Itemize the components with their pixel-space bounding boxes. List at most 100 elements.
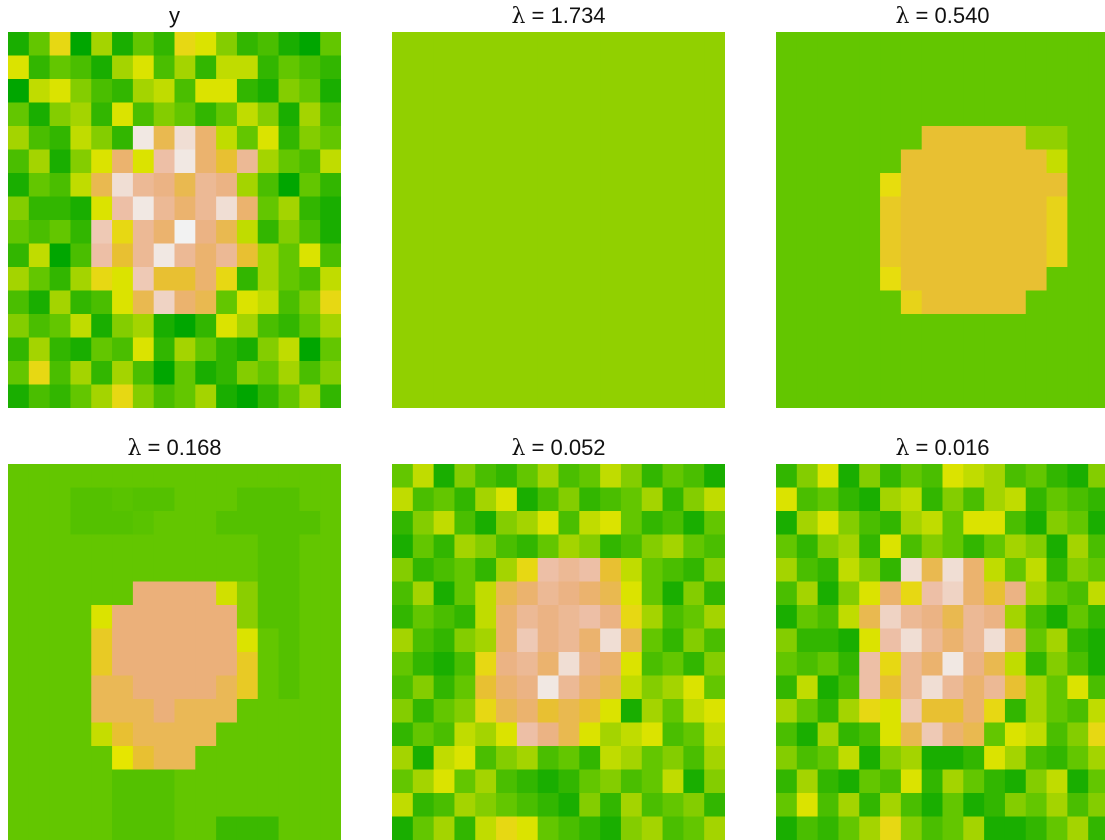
- heatmap-cell: [1026, 723, 1047, 747]
- heatmap-cell: [663, 770, 684, 794]
- heatmap-cell: [237, 511, 258, 535]
- heatmap-cell: [579, 79, 600, 103]
- heatmap-cell: [943, 314, 964, 338]
- heatmap-cell: [1005, 511, 1026, 535]
- heatmap-cell: [621, 629, 642, 653]
- heatmap-cell: [320, 699, 341, 723]
- heatmap-cell: [237, 385, 258, 409]
- heatmap-cell: [258, 535, 279, 559]
- heatmap-cell: [559, 79, 580, 103]
- heatmap-cell: [413, 535, 434, 559]
- heatmap-cell: [838, 220, 859, 244]
- heatmap-cell: [70, 629, 91, 653]
- heatmap-cell: [642, 103, 663, 127]
- heatmap-cell: [279, 511, 300, 535]
- heatmap-cell: [538, 699, 559, 723]
- heatmap-cell: [922, 361, 943, 385]
- heatmap: [8, 464, 341, 840]
- heatmap-cell: [258, 361, 279, 385]
- heatmap-cell: [818, 126, 839, 150]
- heatmap-cell: [392, 267, 413, 291]
- panel-title: λ = 0.016: [776, 436, 1105, 461]
- heatmap-cell: [922, 629, 943, 653]
- heatmap-cell: [454, 173, 475, 197]
- heatmap-cell: [922, 103, 943, 127]
- heatmap-cell: [454, 676, 475, 700]
- heatmap-cell: [413, 699, 434, 723]
- heatmap-cell: [1005, 723, 1026, 747]
- heatmap-cell: [1047, 150, 1068, 174]
- heatmap-cell: [642, 291, 663, 315]
- heatmap-cell: [538, 314, 559, 338]
- heatmap-cell: [559, 817, 580, 840]
- heatmap-cell: [600, 488, 621, 512]
- heatmap-cell: [392, 79, 413, 103]
- heatmap-cell: [475, 793, 496, 817]
- heatmap-cell: [1026, 126, 1047, 150]
- heatmap-cell: [496, 652, 517, 676]
- heatmap-cell: [29, 605, 50, 629]
- heatmap-cell: [1067, 220, 1088, 244]
- heatmap-cell: [600, 699, 621, 723]
- heatmap-cell: [559, 629, 580, 653]
- heatmap-cell: [683, 150, 704, 174]
- heatmap-cell: [496, 220, 517, 244]
- heatmap-cell: [133, 173, 154, 197]
- heatmap-cell: [392, 793, 413, 817]
- heatmap-cell: [1047, 464, 1068, 488]
- heatmap-cell: [663, 126, 684, 150]
- heatmap-cell: [838, 629, 859, 653]
- heatmap-cell: [320, 385, 341, 409]
- heatmap-cell: [392, 173, 413, 197]
- heatmap-cell: [704, 605, 725, 629]
- heatmap-cell: [579, 605, 600, 629]
- heatmap-cell: [704, 267, 725, 291]
- heatmap-cell: [258, 291, 279, 315]
- heatmap-cell: [91, 103, 112, 127]
- heatmap-cell: [50, 314, 71, 338]
- heatmap-cell: [818, 770, 839, 794]
- heatmap-cell: [454, 488, 475, 512]
- heatmap-cell: [216, 558, 237, 582]
- heatmap-cell: [838, 385, 859, 409]
- heatmap-cell: [216, 385, 237, 409]
- heatmap-cell: [1026, 338, 1047, 362]
- heatmap-cell: [579, 535, 600, 559]
- heatmap-cell: [683, 385, 704, 409]
- heatmap-cell: [8, 605, 29, 629]
- heatmap-cell: [154, 746, 175, 770]
- heatmap-cell: [963, 770, 984, 794]
- heatmap-cell: [1067, 558, 1088, 582]
- heatmap-cell: [154, 173, 175, 197]
- heatmap-cell: [496, 558, 517, 582]
- heatmap-cell: [70, 361, 91, 385]
- heatmap-cell: [91, 150, 112, 174]
- heatmap-cell: [154, 291, 175, 315]
- heatmap-cell: [392, 582, 413, 606]
- heatmap-cell: [50, 126, 71, 150]
- heatmap-cell: [600, 723, 621, 747]
- heatmap-cell: [642, 817, 663, 840]
- heatmap-cell: [195, 723, 216, 747]
- heatmap-cell: [154, 103, 175, 127]
- heatmap-cell: [838, 793, 859, 817]
- heatmap-cell: [776, 535, 797, 559]
- heatmap-cell: [50, 746, 71, 770]
- heatmap-cell: [29, 558, 50, 582]
- heatmap-cell: [279, 558, 300, 582]
- heatmap-cell: [1047, 676, 1068, 700]
- heatmap-cell: [112, 699, 133, 723]
- heatmap-cell: [600, 56, 621, 80]
- heatmap-cell: [776, 605, 797, 629]
- heatmap-cell: [434, 699, 455, 723]
- heatmap-cell: [1088, 338, 1105, 362]
- heatmap-cell: [943, 150, 964, 174]
- heatmap-cell: [600, 511, 621, 535]
- heatmap-cell: [1088, 605, 1105, 629]
- heatmap-cell: [1067, 244, 1088, 268]
- heatmap-cell: [413, 746, 434, 770]
- heatmap-cell: [29, 361, 50, 385]
- heatmap-cell: [859, 511, 880, 535]
- heatmap-cell: [91, 314, 112, 338]
- heatmap-cell: [859, 605, 880, 629]
